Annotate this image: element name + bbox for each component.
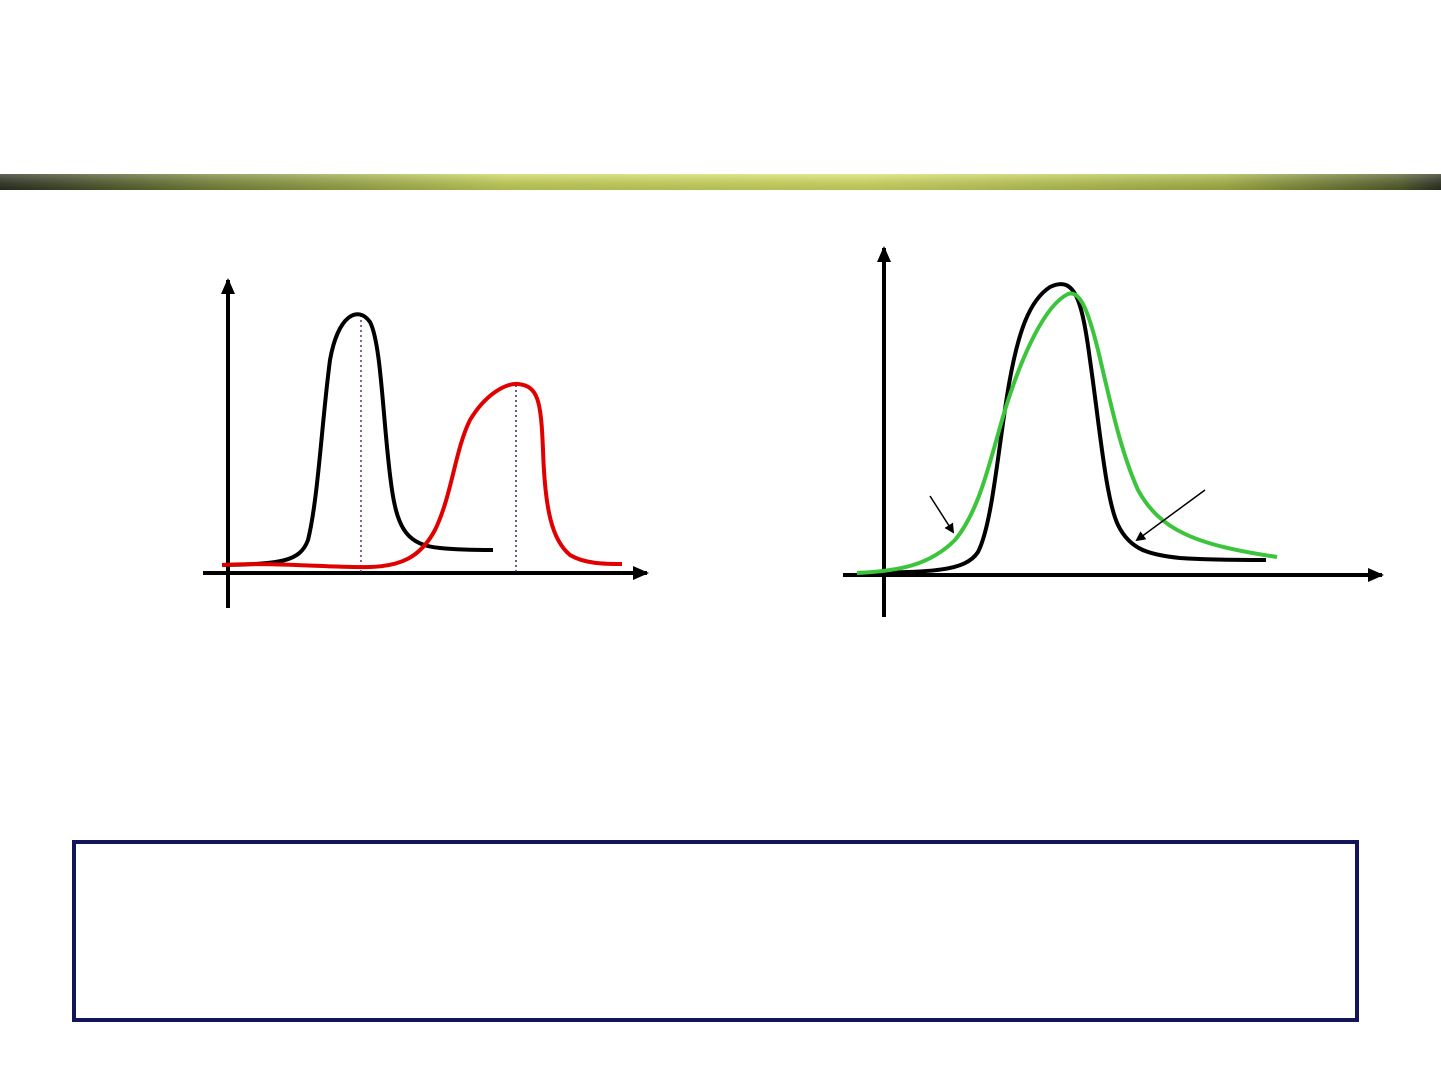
text-box	[72, 840, 1359, 1022]
green-curve	[856, 291, 1278, 575]
black-curve	[221, 312, 494, 567]
right-diagram	[843, 246, 1384, 617]
pointer-arrow	[929, 495, 955, 534]
black-curve	[856, 282, 1267, 575]
header-bar-shade	[0, 174, 1441, 190]
left-diagram	[203, 278, 649, 608]
pointer-arrow	[1135, 489, 1206, 542]
red-curve	[221, 381, 623, 570]
